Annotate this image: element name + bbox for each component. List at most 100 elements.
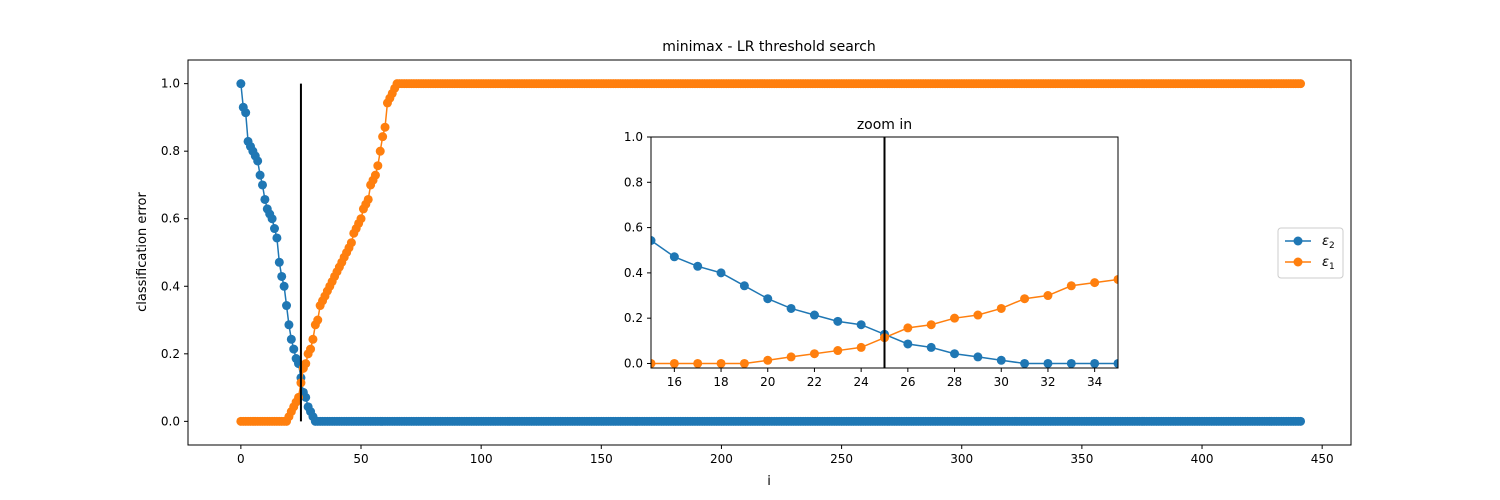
inset-x-tick-label: 32	[1040, 375, 1055, 389]
main-point-eps2	[270, 224, 279, 234]
inset-point-eps1	[1066, 281, 1076, 291]
inset-x-tick-label: 20	[760, 375, 775, 389]
main-point-eps1	[301, 359, 311, 369]
inset-point-eps1	[1113, 274, 1118, 284]
main-x-ticks: 0 50 100 150 200 250 300 350 400 450	[237, 445, 1334, 466]
inset-y-ticks: 0.0 0.2 0.4 0.6 0.8 1.0	[624, 130, 651, 370]
inset-point-eps2	[950, 349, 960, 359]
main-y-ticks: 0.0 0.2 0.4 0.6 0.8 1.0	[161, 77, 188, 428]
inset-x-ticks: 16 18 20 22 24 26 28 30 32 34	[667, 368, 1102, 389]
main-point-eps2	[286, 334, 296, 344]
main-x-tick-label: 150	[590, 452, 613, 466]
inset-y-tick-label: 0.2	[624, 311, 643, 325]
inset-y-tick-label: 0.8	[624, 175, 643, 189]
main-axes-frame	[187, 59, 1352, 446]
main-x-tick-label: 200	[710, 452, 733, 466]
inset-point-eps2	[1043, 358, 1053, 368]
inset-x-tick-label: 26	[900, 375, 915, 389]
legend-marker-eps1	[1293, 257, 1303, 267]
inset-point-eps1	[786, 352, 796, 362]
inset-point-eps2	[669, 252, 679, 262]
inset-point-eps1	[1020, 294, 1030, 304]
main-point-eps1	[375, 146, 385, 156]
inset-point-eps1	[1090, 278, 1100, 288]
inset-point-eps2	[693, 261, 703, 271]
main-point-eps2	[301, 392, 311, 402]
main-point-eps2	[289, 344, 299, 354]
main-x-axis-label: i	[767, 474, 771, 489]
main-point-eps1	[313, 315, 323, 325]
main-point-eps1	[308, 334, 318, 344]
inset-point-eps2	[973, 352, 983, 362]
main-y-tick-label: 0.2	[161, 347, 180, 361]
inset-axes-frame	[650, 136, 1119, 369]
inset-point-eps1	[926, 320, 936, 330]
inset-point-eps2	[739, 281, 749, 291]
inset-point-eps1	[973, 310, 983, 320]
main-x-tick-label: 400	[1191, 452, 1214, 466]
main-point-eps2	[257, 180, 267, 190]
inset-point-eps2	[716, 268, 726, 278]
legend-entry-eps1: ε1	[1285, 255, 1335, 272]
inset-x-tick-label: 28	[947, 375, 962, 389]
main-chart-title: minimax - LR threshold search	[662, 39, 876, 55]
legend-label-eps1: ε1	[1322, 255, 1335, 272]
inset-point-eps2	[856, 320, 866, 330]
main-y-tick-label: 0.0	[161, 414, 180, 428]
inset-point-eps1	[950, 313, 960, 323]
main-point-eps1	[363, 194, 373, 204]
inset-point-eps2	[903, 339, 913, 349]
main-x-tick-label: 450	[1311, 452, 1334, 466]
legend-marker-eps2	[1293, 236, 1303, 246]
main-point-eps2	[260, 194, 270, 204]
inset-point-eps1	[856, 342, 866, 352]
inset-point-eps2	[763, 294, 773, 304]
main-point-eps1	[356, 214, 366, 224]
main-point-eps1	[346, 238, 356, 248]
inset-x-tick-label: 34	[1087, 375, 1102, 389]
main-y-tick-label: 0.6	[161, 212, 180, 226]
main-x-tick-label: 250	[830, 452, 853, 466]
inset-y-tick-label: 0.6	[624, 221, 643, 235]
inset-point-eps1	[651, 358, 656, 368]
inset-plot-area	[651, 137, 1118, 368]
main-point-eps1	[373, 161, 383, 171]
main-axes: 0 50 100 150 200 250 300 350 400 450 0.0 0.2 0.4 0.6…	[135, 59, 1352, 489]
main-point-eps1	[306, 344, 316, 354]
main-point-eps2	[255, 170, 265, 180]
inset-y-tick-label: 1.0	[624, 130, 643, 144]
main-point-eps2	[284, 320, 294, 330]
main-point-eps2	[253, 156, 263, 166]
main-point-eps2	[282, 301, 292, 311]
main-point-eps1	[378, 132, 388, 142]
main-point-eps1	[1296, 79, 1306, 89]
main-point-eps2	[241, 108, 251, 118]
inset-point-eps1	[763, 355, 773, 365]
inset-chart-title: zoom in	[857, 117, 912, 133]
inset-point-eps1	[716, 358, 726, 368]
inset-point-eps1	[1043, 291, 1053, 301]
inset-point-eps2	[833, 316, 843, 326]
main-y-axis-label: classification error	[135, 192, 150, 312]
main-x-tick-label: 100	[470, 452, 493, 466]
inset-x-tick-label: 24	[854, 375, 869, 389]
main-y-tick-label: 0.4	[161, 279, 180, 293]
inset-point-eps2	[1066, 358, 1076, 368]
inset-point-eps1	[809, 349, 819, 359]
main-x-tick-label: 50	[353, 452, 368, 466]
inset-x-tick-label: 18	[713, 375, 728, 389]
legend-entry-eps2: ε2	[1285, 234, 1335, 251]
inset-point-eps2	[651, 236, 656, 245]
main-point-eps2	[236, 79, 246, 89]
inset-point-eps1	[833, 346, 843, 356]
main-point-eps2	[1296, 416, 1306, 426]
main-y-tick-label: 1.0	[161, 77, 180, 91]
main-point-eps2	[279, 281, 289, 291]
legend: ε2 ε1	[1277, 227, 1344, 279]
inset-x-tick-label: 22	[807, 375, 822, 389]
inset-point-eps2	[926, 342, 936, 352]
inset-point-eps2	[996, 355, 1006, 365]
inset-y-tick-label: 0.4	[624, 266, 643, 280]
main-point-eps2	[272, 233, 282, 243]
